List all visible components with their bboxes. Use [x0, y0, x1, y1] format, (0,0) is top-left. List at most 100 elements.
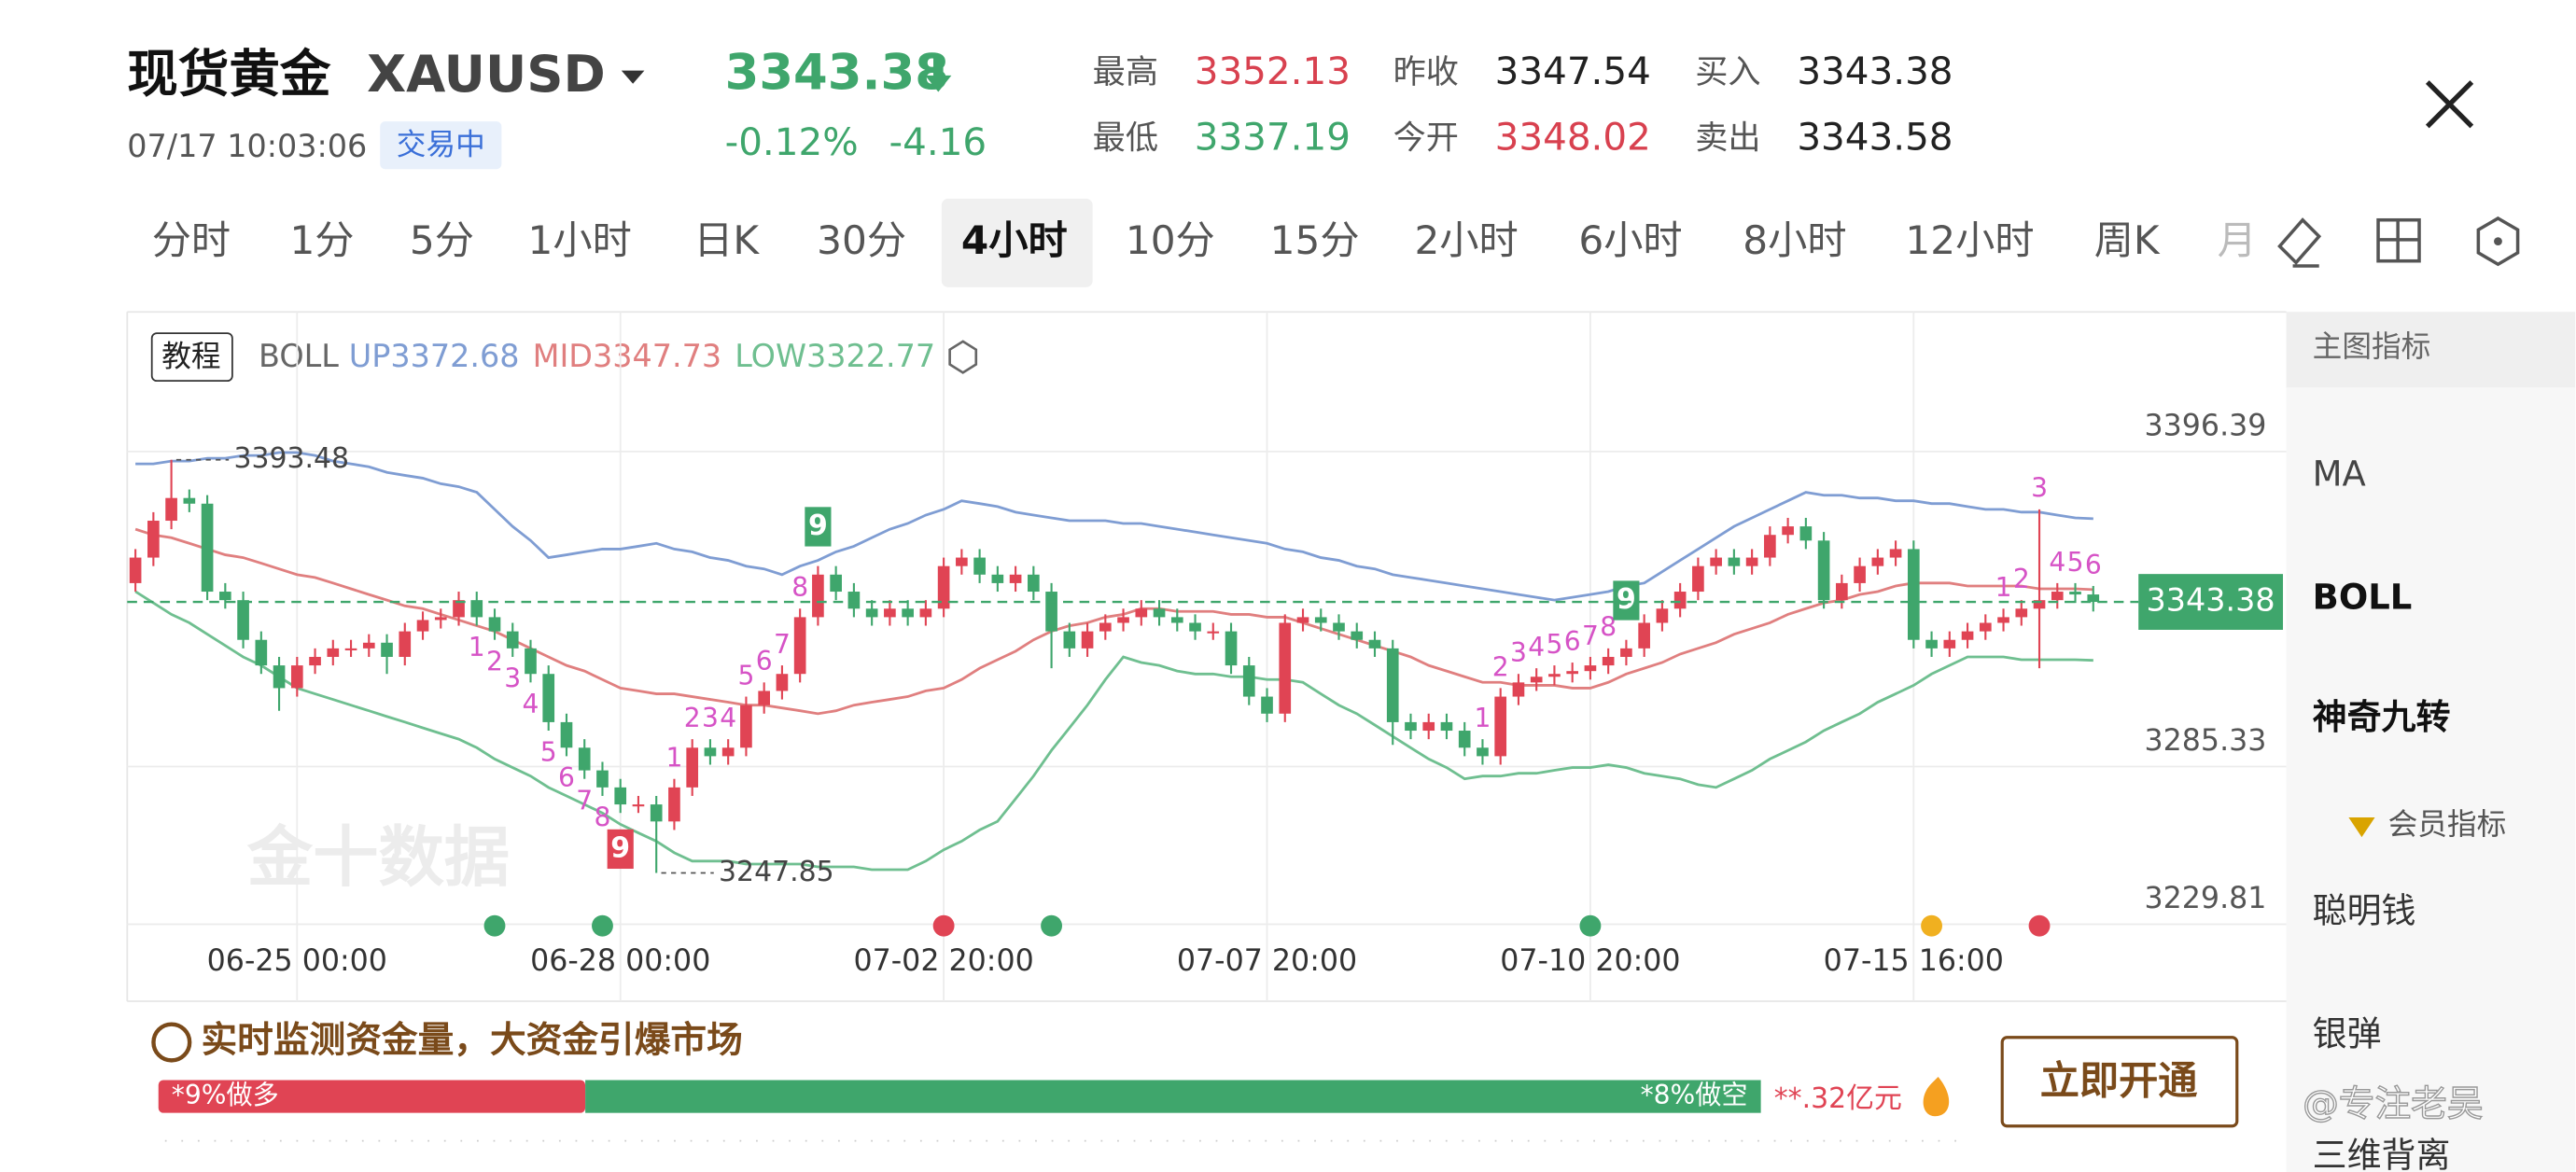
title: 现货黄金: [127, 44, 331, 104]
tab[interactable]: 4小时: [961, 217, 1068, 263]
panel-item[interactable]: MA: [2313, 454, 2366, 495]
candle-body: [1961, 631, 1974, 640]
legend-value: 3322.77: [806, 338, 935, 374]
tab[interactable]: 12小时: [1905, 217, 2034, 263]
candle-body: [560, 721, 573, 748]
candle-body: [470, 600, 483, 618]
panel-title: 主图指标: [2313, 330, 2431, 364]
change-pct: -0.12%: [725, 119, 859, 164]
tab[interactable]: 30分: [817, 217, 906, 263]
panel-item[interactable]: 三维背离: [2313, 1136, 2451, 1172]
candle-body: [1261, 696, 1273, 714]
draw-tool-icon[interactable]: [2277, 217, 2322, 268]
open-button[interactable]: [2000, 1036, 2239, 1128]
candle-body: [525, 648, 537, 675]
candle-body: [1477, 747, 1489, 757]
tab[interactable]: 1小时: [528, 217, 632, 263]
x-tick-label: 06-28 00:00: [530, 944, 710, 978]
candle-body: [1710, 557, 1722, 566]
y-tick-label: 3229.81: [2145, 882, 2267, 915]
candle-body: [1189, 622, 1201, 632]
nine-turn: 1: [1475, 703, 1491, 733]
tab[interactable]: 周K: [2094, 217, 2161, 263]
indicator-settings[interactable]: [948, 340, 978, 374]
candle-body: [1170, 617, 1183, 623]
candle-body: [1117, 617, 1129, 623]
tab[interactable]: 6小时: [1578, 217, 1682, 263]
long-label: *9%做多: [172, 1080, 279, 1110]
close-button[interactable]: [2425, 80, 2474, 129]
candle-body: [1028, 574, 1040, 593]
tab[interactable]: 日K: [693, 217, 760, 263]
tab[interactable]: 1分: [289, 217, 354, 263]
tab[interactable]: 2小时: [1414, 217, 1518, 263]
tutorial[interactable]: 教程: [161, 340, 220, 373]
indicator-panel-header: [2286, 312, 2576, 388]
member-title: 会员指标: [2388, 808, 2507, 842]
candle-body: [1440, 721, 1453, 732]
panel-item[interactable]: 聪明钱: [2313, 891, 2416, 931]
candle-body: [1279, 622, 1292, 714]
open-button-label[interactable]: 立即开通: [2040, 1058, 2198, 1104]
candle-body: [1656, 608, 1669, 623]
symbol-caret[interactable]: [621, 70, 645, 84]
boll-line: [135, 451, 2093, 602]
panel-item[interactable]: 神奇九转: [2313, 697, 2451, 737]
candle-body: [758, 691, 771, 705]
panel-item[interactable]: BOLL: [2313, 578, 2413, 618]
candle-body: [381, 642, 393, 657]
nine-badge: [607, 829, 634, 870]
settings-icon[interactable]: [2476, 216, 2520, 267]
stat-value: 3343.38: [1797, 49, 1953, 93]
signal-dot: [1921, 914, 1943, 937]
candle-body: [1620, 648, 1632, 657]
promo-amount: **.32亿元: [1774, 1082, 1902, 1115]
tab[interactable]: 10分: [1126, 217, 1215, 263]
nine-turn: 1: [1995, 572, 2012, 603]
panel-item[interactable]: 银弹: [2313, 1013, 2382, 1053]
candle-body: [2033, 600, 2046, 609]
nine-turn: 6: [2085, 550, 2102, 580]
tab[interactable]: 8小时: [1743, 217, 1846, 263]
candle-body: [1242, 665, 1255, 697]
candle-body: [218, 592, 231, 601]
candle-body: [937, 565, 950, 609]
signal-dot: [1579, 914, 1602, 937]
tab[interactable]: 5分: [410, 217, 474, 263]
nine-turn: 9: [1617, 583, 1636, 616]
status: 交易中: [397, 129, 485, 162]
candle-body: [578, 747, 591, 771]
candle-body: [668, 787, 680, 822]
candle-body: [1673, 592, 1687, 609]
candle-body: [919, 608, 932, 618]
tab[interactable]: 15分: [1270, 217, 1360, 263]
candle-body: [1907, 549, 1920, 640]
x-tick-label: 07-15 16:00: [1824, 944, 2004, 978]
candle-body: [542, 674, 555, 722]
candle-body: [596, 770, 609, 788]
tabs: 分时1分5分1小时日K30分4小时10分15分2小时6小时8小时12小时周K月: [152, 217, 2257, 263]
x-tick-label: 07-07 20:00: [1177, 944, 1357, 978]
candle-body: [488, 617, 501, 632]
y-tick-label: 3285.33: [2145, 724, 2267, 758]
x-tick-label: 07-10 20:00: [1500, 944, 1680, 978]
tutorial-box[interactable]: [150, 332, 233, 382]
candle-body: [991, 574, 1004, 583]
candle-body: [1351, 631, 1364, 640]
nine-turn: 1: [665, 743, 682, 774]
nine-turn: 2: [2013, 564, 2030, 594]
symbol[interactable]: XAUUSD: [367, 44, 606, 104]
candle-body: [776, 674, 789, 691]
candle-body: [201, 503, 214, 593]
candle-body: [1782, 526, 1794, 536]
nine-turn: 7: [774, 629, 791, 660]
candle-body: [1692, 565, 1704, 593]
fire-icon: [1923, 1076, 1950, 1117]
tab-fade: [2201, 197, 2274, 289]
candle-body: [1099, 622, 1112, 632]
candle-body: [309, 656, 321, 666]
nine-turn: 1: [469, 632, 485, 663]
tab[interactable]: 分时: [152, 217, 231, 263]
signal-dot: [1041, 914, 1063, 937]
